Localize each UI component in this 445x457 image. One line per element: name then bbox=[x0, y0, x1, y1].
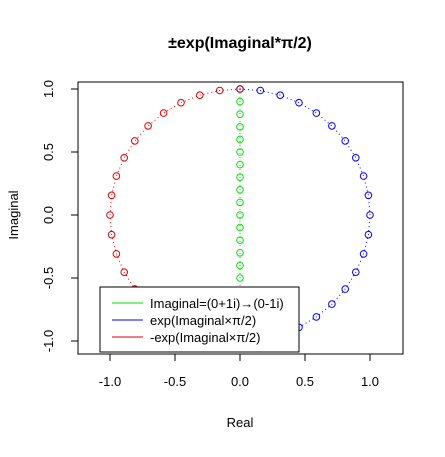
y-tick-label: -0.5 bbox=[41, 267, 56, 289]
series-line bbox=[109, 88, 241, 342]
data-point bbox=[359, 172, 368, 180]
data-point bbox=[120, 268, 128, 277]
data-point bbox=[312, 109, 321, 117]
data-point bbox=[236, 110, 244, 118]
data-point bbox=[366, 211, 374, 219]
data-point bbox=[364, 230, 373, 239]
data-point bbox=[112, 250, 121, 258]
data-point bbox=[341, 285, 350, 293]
data-point bbox=[236, 123, 244, 131]
data-point bbox=[328, 300, 336, 308]
data-point bbox=[144, 122, 152, 130]
data-point bbox=[236, 160, 244, 169]
data-point bbox=[236, 85, 244, 93]
data-point bbox=[107, 230, 116, 239]
data-point bbox=[352, 268, 360, 277]
data-point bbox=[236, 211, 244, 219]
data-point bbox=[236, 274, 244, 282]
legend-label-neg-exp: -exp(Imaginal×π/2) bbox=[150, 330, 261, 345]
x-tick-label: -0.5 bbox=[164, 374, 186, 389]
data-point bbox=[236, 148, 244, 156]
data-point bbox=[236, 261, 244, 270]
y-tick-label: -1.0 bbox=[41, 330, 56, 352]
data-point bbox=[159, 109, 168, 117]
data-point bbox=[295, 98, 303, 107]
legend-label-exp: exp(Imaginal×π/2) bbox=[150, 313, 256, 328]
data-point bbox=[236, 249, 244, 257]
data-point bbox=[236, 198, 244, 207]
data-point bbox=[112, 172, 121, 180]
y-tick-label: 0.5 bbox=[41, 143, 56, 161]
data-point bbox=[256, 86, 265, 95]
data-point bbox=[328, 122, 336, 130]
data-point bbox=[236, 236, 244, 244]
data-point bbox=[359, 250, 368, 258]
legend: Imaginal=(0+1i)→(0-1i) exp(Imaginal×π/2)… bbox=[99, 286, 300, 353]
data-point bbox=[120, 154, 128, 162]
data-point bbox=[106, 211, 114, 219]
data-point bbox=[276, 91, 285, 99]
data-point bbox=[196, 91, 204, 99]
x-tick-label: 0.0 bbox=[231, 374, 249, 389]
data-point bbox=[236, 223, 244, 232]
data-point bbox=[364, 191, 373, 200]
data-point bbox=[352, 154, 360, 162]
chart-title: ±exp(Imaginal*π/2) bbox=[168, 35, 312, 52]
data-point bbox=[312, 313, 321, 321]
x-axis-label: Real bbox=[227, 415, 254, 430]
x-tick-label: -1.0 bbox=[99, 374, 121, 389]
data-point bbox=[107, 191, 116, 200]
series-line bbox=[239, 88, 371, 342]
y-axis-label: Imaginal bbox=[6, 190, 21, 239]
data-point bbox=[236, 186, 244, 194]
data-point bbox=[236, 173, 244, 181]
data-point bbox=[215, 86, 224, 95]
y-tick-label: 1.0 bbox=[41, 80, 56, 98]
data-point bbox=[341, 137, 350, 145]
data-point bbox=[177, 98, 185, 107]
y-tick-label: 0.0 bbox=[41, 206, 56, 224]
x-tick-label: 0.5 bbox=[296, 374, 314, 389]
data-point bbox=[131, 137, 139, 145]
data-point bbox=[236, 97, 244, 106]
x-tick-label: 1.0 bbox=[361, 374, 379, 389]
axes: -1.0 -0.5 0.0 0.5 1.0 -1.0 -0.5 0.0 0.5 1.0 bbox=[41, 80, 379, 389]
data-point bbox=[236, 135, 244, 144]
legend-label-imaginal: Imaginal=(0+1i)→(0-1i) bbox=[150, 296, 284, 311]
